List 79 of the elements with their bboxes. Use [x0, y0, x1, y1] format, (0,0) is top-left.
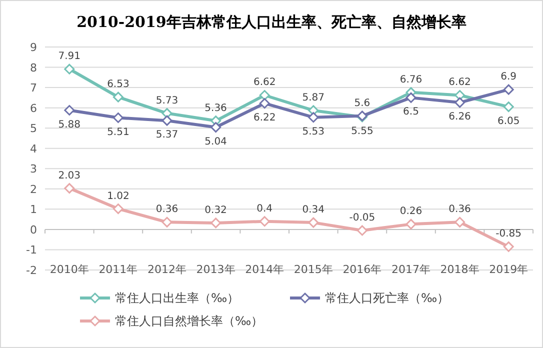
x-tick-label: 2013年 — [196, 263, 236, 276]
data-label: 5.04 — [204, 136, 227, 148]
x-tick-label: 2011年 — [98, 263, 138, 276]
data-label: 7.91 — [58, 51, 81, 62]
point — [112, 204, 124, 214]
data-label: 6.26 — [448, 112, 471, 123]
data-label: 5.6 — [354, 98, 370, 109]
y-tick-label: 2 — [30, 182, 37, 196]
x-tick-label: 2010年 — [50, 263, 89, 276]
y-tick-label: 4 — [30, 142, 37, 156]
data-label: 5.88 — [58, 119, 81, 130]
data-label: 0.4 — [256, 203, 273, 214]
point — [210, 122, 222, 133]
point — [112, 112, 124, 123]
point — [112, 92, 124, 102]
y-tick-label: 5 — [30, 122, 37, 136]
x-tick-label: 2012年 — [148, 263, 186, 276]
data-label: 2.03 — [58, 170, 81, 182]
point — [308, 112, 319, 123]
data-label: 6.9 — [500, 72, 517, 83]
point — [503, 241, 514, 252]
y-tick-label: -1 — [26, 244, 37, 257]
x-tick-label: 2015年 — [294, 263, 333, 276]
point — [356, 225, 368, 236]
data-label: 6.05 — [497, 116, 520, 127]
x-tick-label: 2014年 — [245, 263, 284, 276]
point — [503, 102, 514, 112]
point — [454, 216, 466, 228]
data-label: 6.5 — [403, 106, 419, 118]
data-label: -0.05 — [349, 212, 376, 224]
data-label: 1.02 — [107, 190, 130, 202]
point — [64, 105, 75, 116]
data-label: 5.36 — [204, 102, 227, 114]
point — [64, 183, 75, 194]
y-tick-label: -2 — [26, 264, 37, 277]
y-tick-label: 6 — [30, 102, 37, 115]
data-label: 0.36 — [156, 204, 178, 216]
y-tick-label: 3 — [30, 162, 37, 176]
data-label: 6.62 — [448, 77, 471, 88]
data-label: 6.22 — [253, 112, 276, 124]
x-tick-label: 2017年 — [392, 263, 430, 276]
data-label: 5.87 — [302, 92, 325, 104]
data-label: 0.34 — [302, 204, 325, 216]
data-label: 5.53 — [302, 126, 325, 138]
y-tick-label: 0 — [30, 223, 37, 236]
data-label: 6.62 — [253, 77, 276, 88]
data-label: 0.36 — [448, 204, 471, 216]
point — [259, 90, 270, 100]
data-label: 5.73 — [156, 95, 178, 106]
point — [162, 216, 172, 228]
point — [162, 115, 172, 126]
y-tick-label: 1 — [30, 203, 37, 216]
y-tick-label: 8 — [30, 61, 37, 74]
point — [259, 98, 270, 109]
point — [406, 92, 416, 103]
point — [406, 218, 416, 230]
point — [503, 84, 514, 95]
point — [64, 64, 75, 74]
data-label: 5.37 — [156, 130, 178, 141]
title: 2010-2019年吉林常住人口出生率、死亡率、自然增长率 — [76, 13, 466, 31]
data-label: 0.32 — [204, 204, 227, 216]
legend-label: 常住人口死亡率（‰） — [325, 291, 450, 305]
x-tick-label: 2018年 — [440, 263, 480, 276]
y-tick-label: 7 — [30, 82, 37, 95]
legend-label: 常住人口自然增长率（‰） — [115, 314, 264, 328]
point — [259, 216, 270, 227]
data-label: 0.26 — [400, 206, 422, 218]
x-tick-label: 2019年 — [489, 263, 528, 276]
x-tick-label: 2016年 — [342, 263, 382, 276]
point — [308, 217, 319, 228]
data-label: 5.55 — [351, 126, 374, 137]
data-label: 6.76 — [400, 74, 422, 86]
data-label: -0.85 — [496, 228, 522, 240]
data-label: 6.53 — [107, 79, 130, 90]
data-label: 5.51 — [107, 126, 130, 138]
legend-label: 常住人口出生率（‰） — [115, 291, 240, 305]
point — [454, 97, 466, 108]
point — [210, 218, 222, 228]
y-tick-label: 9 — [30, 41, 37, 54]
